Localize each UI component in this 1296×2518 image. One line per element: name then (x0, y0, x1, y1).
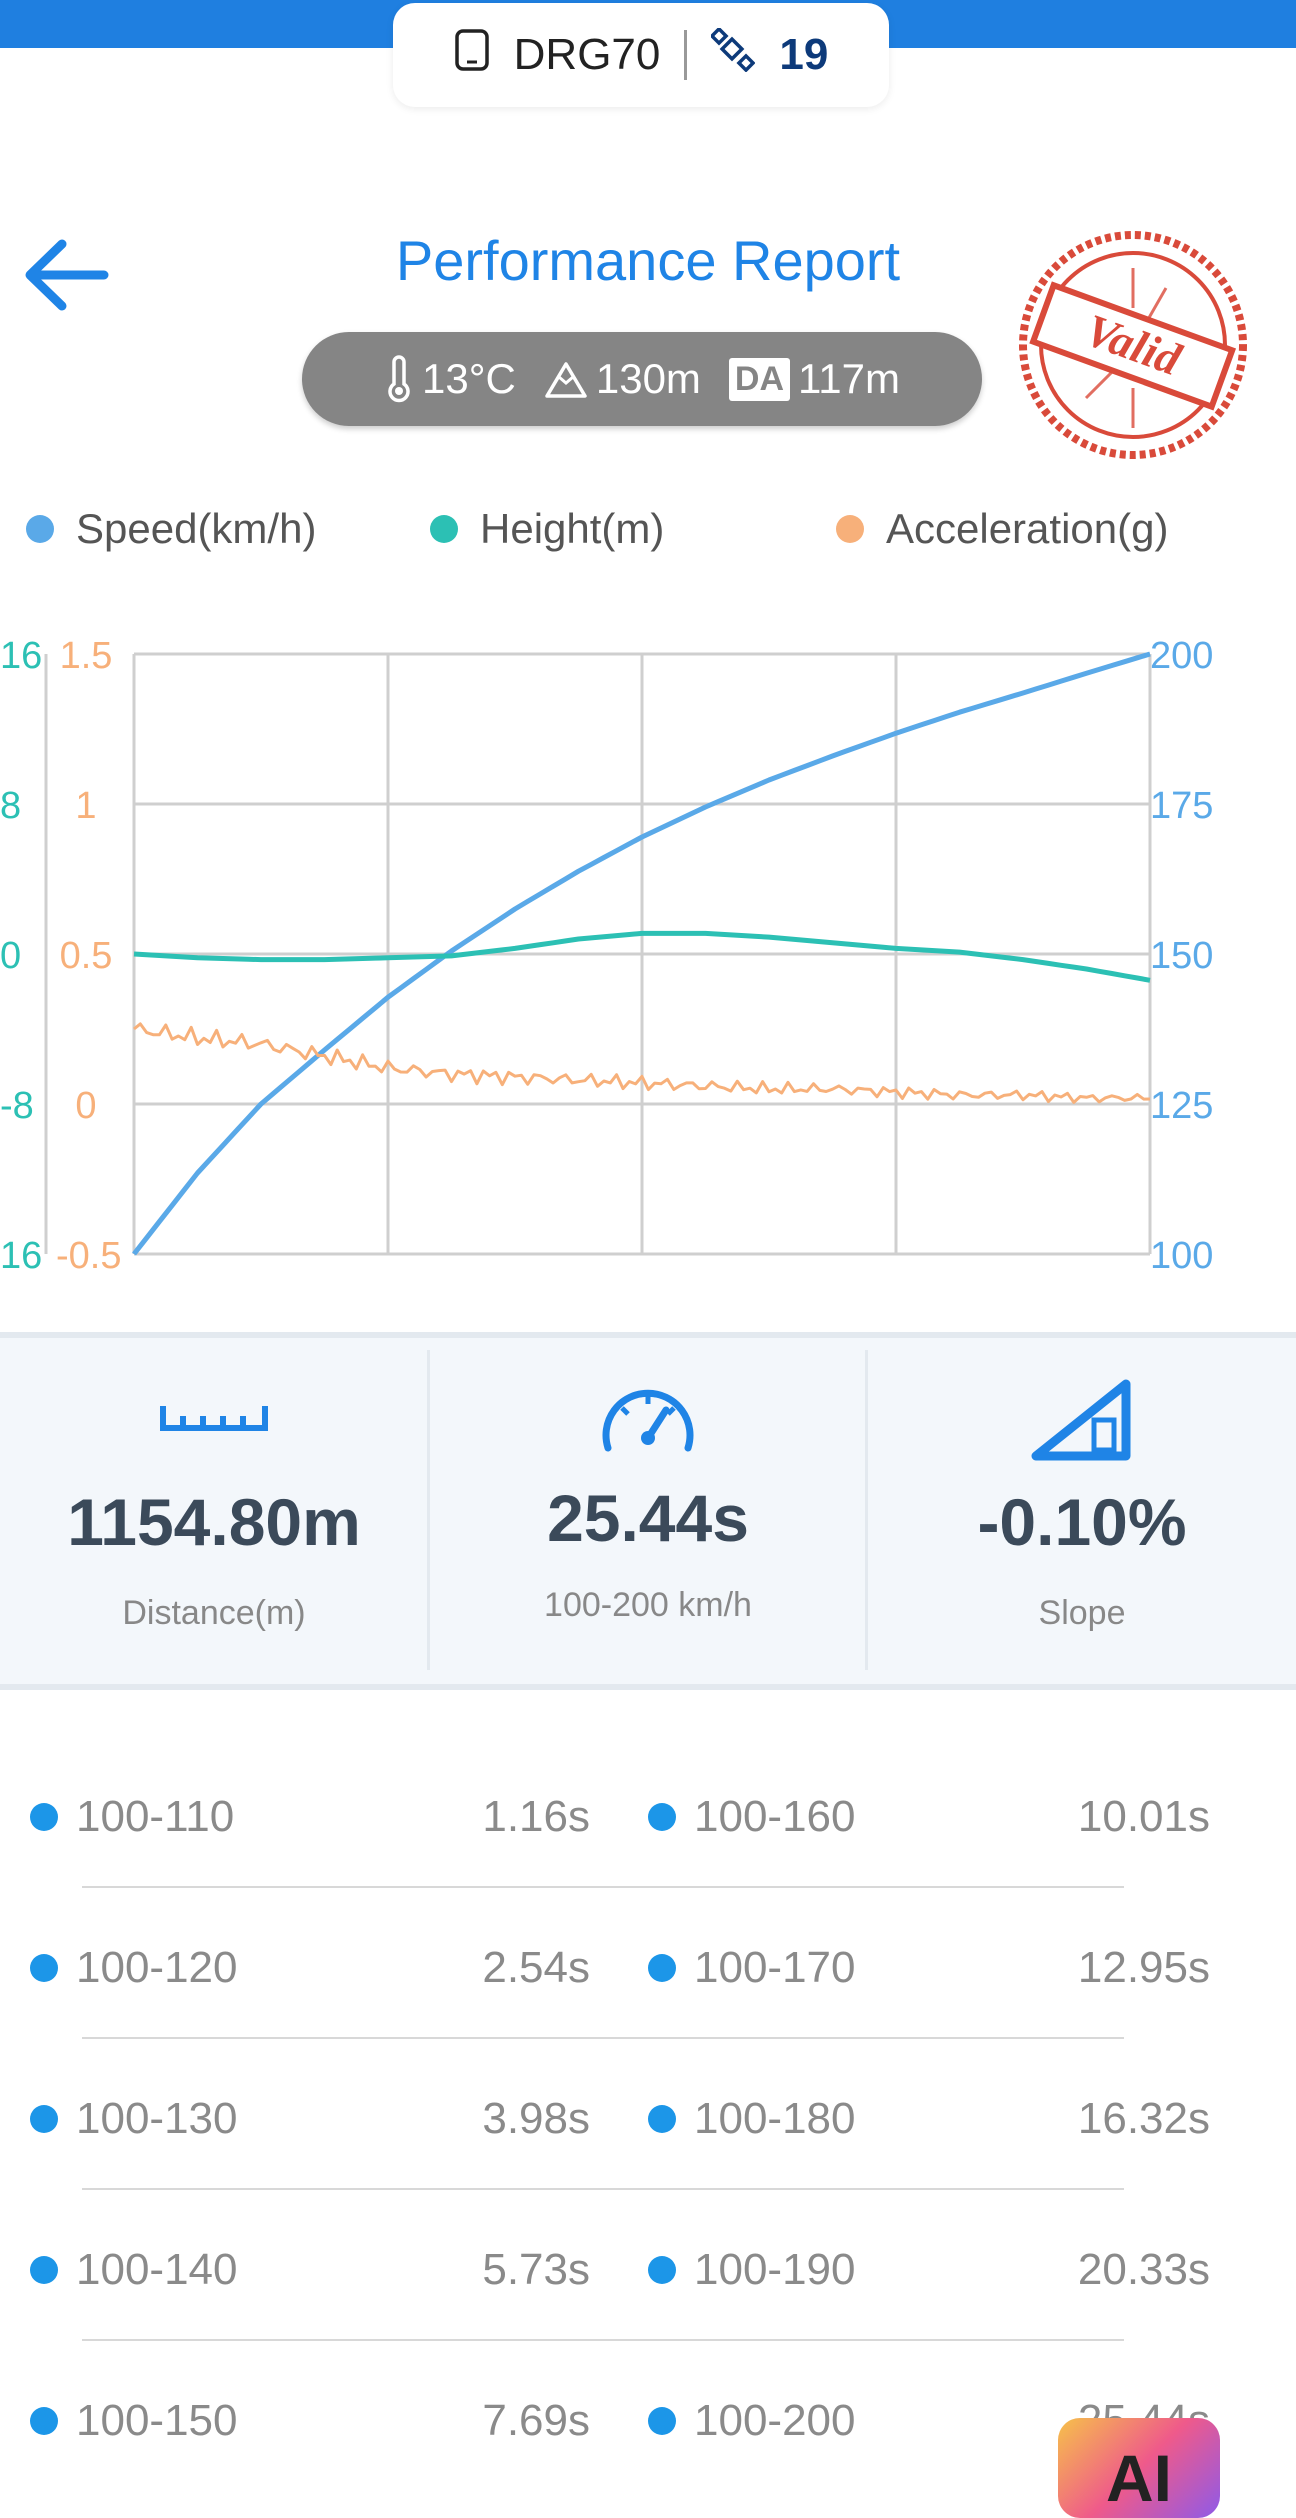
split-time: 10.01s (1077, 1792, 1210, 1841)
satellite-icon (709, 25, 756, 83)
page-title: Performance Report (395, 229, 901, 292)
accel-axis-tick: 0 (75, 1085, 96, 1127)
accel-axis-tick: 1.5 (60, 635, 113, 677)
bullet-icon (648, 2407, 676, 2435)
satellite-count: 19 (779, 30, 829, 79)
bullet-icon (30, 1954, 58, 1982)
legend-item-acceleration[interactable]: Acceleration(g) (836, 505, 1168, 553)
device-status-pill[interactable]: DRG70 19 (393, 3, 889, 107)
accel-axis-tick: 1 (75, 785, 96, 827)
split-range: 100-170 (694, 1943, 856, 1992)
altitude: 130m (595, 355, 701, 402)
split-range: 100-180 (694, 2094, 856, 2143)
density-altitude-icon: DA (728, 357, 791, 401)
speed-axis-tick: 100 (1150, 1235, 1213, 1277)
split-range: 100-120 (76, 1943, 238, 1992)
speed-axis-tick: 200 (1150, 635, 1213, 677)
accel-axis-tick: -0.5 (56, 1235, 121, 1277)
series-line-speed (132, 651, 1151, 1256)
stat-time: 25.44s 100-200 km/h (430, 1344, 866, 1678)
stat-value: 25.44s (547, 1481, 749, 1555)
height-axis-tick: 16 (0, 1235, 42, 1277)
bullet-icon (30, 2105, 58, 2133)
split-range: 100-190 (694, 2245, 856, 2294)
device-name: DRG70 (513, 30, 661, 79)
back-button[interactable] (18, 230, 118, 320)
bullet-icon (30, 2407, 58, 2435)
split-row: 100-110 1.16s 100-160 10.01s (0, 1760, 1296, 1911)
split-time: 5.73s (482, 2245, 590, 2294)
density-altitude: 117m (798, 355, 900, 402)
split-range: 100-150 (76, 2396, 238, 2445)
height-axis-tick: 0 (0, 935, 21, 977)
divider (82, 1886, 1124, 1888)
speed-axis-tick: 125 (1150, 1085, 1213, 1127)
height-axis-tick: 16 (0, 635, 42, 677)
stat-label: Slope (1038, 1594, 1126, 1632)
split-time: 16.32s (1077, 2094, 1210, 2143)
split-row: 100-140 5.73s 100-190 20.33s (0, 2213, 1296, 2364)
chart-legend: Speed(km/h) Height(m) Acceleration(g) (0, 505, 1296, 565)
split-time: 3.98s (482, 2094, 590, 2143)
stat-distance: 1154.80m Distance(m) (0, 1344, 428, 1678)
series-line-height (133, 930, 1151, 983)
split-range: 100-140 (76, 2245, 238, 2294)
device-icon (454, 28, 490, 83)
ruler-icon (160, 1406, 268, 1431)
split-row: 100-120 2.54s 100-170 12.95s (0, 1911, 1296, 2062)
split-row: 100-130 3.98s 100-180 16.32s (0, 2062, 1296, 2213)
split-range: 100-130 (76, 2094, 238, 2143)
stat-value: 1154.80m (67, 1485, 361, 1559)
split-range: 100-200 (694, 2396, 856, 2445)
performance-chart: 16 8 0 -8 16 1.5 1 0.5 0 -0.5 200 175 150 125 100 (0, 635, 1213, 1277)
split-range: 100-110 (76, 1792, 235, 1841)
height-axis-tick: -8 (0, 1085, 34, 1127)
split-time: 20.33s (1077, 2245, 1210, 2294)
stats-summary: 1154.80m Distance(m) 25.44s 100-200 km/h… (0, 1332, 1296, 1690)
bullet-icon (648, 2105, 676, 2133)
legend-item-speed[interactable]: Speed(km/h) (26, 505, 316, 553)
ai-assistant-button[interactable]: AI (1058, 2418, 1220, 2518)
slope-icon (1031, 1379, 1131, 1461)
accel-axis-tick: 0.5 (60, 935, 113, 977)
divider (82, 2037, 1124, 2039)
arrow-left-icon (25, 239, 109, 311)
mountain-icon (545, 362, 587, 398)
legend-label: Height(m) (480, 505, 665, 552)
stat-value: -0.10% (977, 1485, 1187, 1559)
split-time: 1.16s (482, 1792, 590, 1841)
legend-label: Acceleration(g) (886, 505, 1169, 552)
split-range: 100-160 (694, 1792, 856, 1841)
thermometer-icon (388, 355, 410, 403)
speedometer-icon (602, 1389, 694, 1452)
legend-dot (26, 515, 54, 543)
legend-label: Speed(km/h) (76, 505, 317, 552)
divider (82, 2188, 1124, 2190)
stat-label: Distance(m) (122, 1594, 306, 1632)
divider (82, 2339, 1124, 2341)
height-axis-tick: 8 (0, 785, 21, 827)
divider (684, 30, 688, 80)
valid-stamp: Valid (1019, 231, 1247, 459)
stat-label: 100-200 km/h (544, 1586, 752, 1624)
split-time: 7.69s (482, 2396, 590, 2445)
temperature: 13°C (422, 355, 516, 402)
split-time: 2.54s (482, 1943, 590, 1992)
speed-axis-tick: 175 (1150, 785, 1213, 827)
bullet-icon (30, 2256, 58, 2284)
legend-dot (836, 515, 864, 543)
speed-axis-tick: 150 (1150, 935, 1213, 977)
bullet-icon (30, 1803, 58, 1831)
conditions-pill: 13°C 130m DA 117m (302, 332, 982, 426)
series-line-acceleration (133, 1022, 1151, 1104)
bullet-icon (648, 2256, 676, 2284)
bullet-icon (648, 1803, 676, 1831)
bullet-icon (648, 1954, 676, 1982)
divider (865, 1350, 868, 1670)
divider (427, 1350, 430, 1670)
legend-dot (430, 515, 458, 543)
stat-slope: -0.10% Slope (868, 1344, 1296, 1678)
legend-item-height[interactable]: Height(m) (430, 505, 664, 553)
split-time: 12.95s (1077, 1943, 1210, 1992)
